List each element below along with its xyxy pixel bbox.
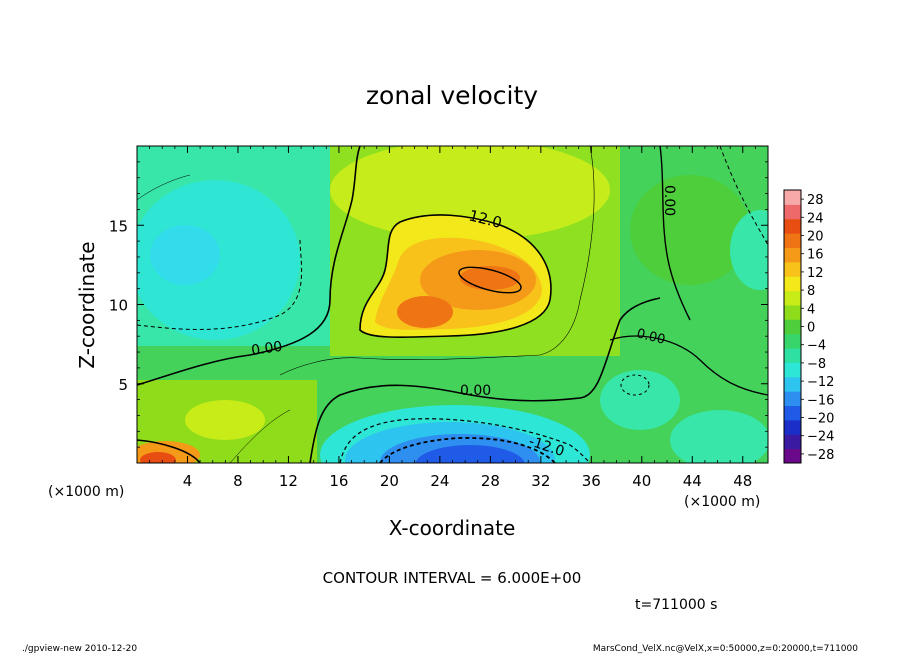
colorbar-label: −24 [807, 430, 834, 445]
x-tick-label: 28 [481, 472, 500, 490]
colorbar-segment [784, 419, 801, 435]
colorbar-segment [784, 276, 801, 292]
x-tick-label: 8 [233, 472, 243, 490]
contour-label: 0.00 [661, 185, 677, 216]
x-tick-label: 12 [279, 472, 298, 490]
y-tick-label: 10 [109, 297, 128, 315]
y-axis: 5 10 15 [109, 161, 768, 448]
colorbar-label: −8 [807, 357, 826, 372]
contour-interval: CONTOUR INTERVAL = 6.000E+00 [323, 569, 582, 587]
colorbar-segment [784, 304, 801, 320]
colorbar: 28 24 20 16 12 8 4 0 −4 −8 −12 −16 −20 −24 −28 [783, 189, 834, 464]
colorbar-segment [784, 247, 801, 263]
colorbar-segment [784, 233, 801, 248]
y-unit-label: (×1000 m) [48, 484, 124, 500]
colorbar-label: 20 [807, 230, 824, 245]
colorbar-segment [784, 190, 801, 205]
x-tick-label: 44 [683, 472, 702, 490]
colorbar-label: 12 [807, 266, 824, 281]
x-tick-label: 16 [329, 472, 348, 490]
colorbar-segment [784, 290, 801, 306]
colorbar-segment [784, 362, 801, 378]
colorbar-label: −4 [807, 339, 826, 354]
colorbar-label: 4 [807, 302, 815, 317]
colorbar-segment [784, 391, 801, 407]
y-tick-label: 15 [109, 217, 128, 235]
colorbar-label: −20 [807, 412, 834, 427]
footer-right: MarsCond_VelX.nc@VelX,x=0:50000,z=0:2000… [593, 644, 858, 654]
colorbar-label: −12 [807, 375, 834, 390]
footer-left: ./gpview-new 2010-12-20 [22, 644, 137, 654]
chart-title: zonal velocity [366, 81, 538, 110]
colorbar-label: 16 [807, 248, 824, 263]
x-unit-label: (×1000 m) [684, 494, 760, 510]
y-axis-label: Z-coordinate [75, 241, 99, 368]
colorbar-segment [784, 348, 801, 363]
colorbar-segment [784, 319, 801, 335]
x-tick-label: 20 [380, 472, 399, 490]
colorbar-segment [784, 204, 801, 220]
contour-label: 0.00 [460, 383, 491, 399]
colorbar-label: −16 [807, 393, 834, 408]
colorbar-label: −28 [807, 448, 834, 463]
colorbar-label: 0 [807, 321, 815, 336]
colorbar-segment [784, 448, 801, 464]
colorbar-segment [784, 434, 801, 450]
x-tick-label: 4 [183, 472, 193, 490]
x-tick-label: 40 [632, 472, 651, 490]
x-tick-label: 32 [531, 472, 550, 490]
colorbar-segment [784, 376, 801, 392]
heatmap-field [137, 146, 768, 463]
x-tick-label: 48 [733, 472, 752, 490]
colorbar-label: 28 [807, 193, 824, 208]
colorbar-segment [784, 218, 801, 234]
colorbar-label: 8 [807, 284, 815, 299]
x-tick-label: 24 [430, 472, 449, 490]
contour-label: 0.00 [635, 326, 667, 348]
plot-area: 12.0 0.00 0.00 0.00 -12.0 0.00 4 8 12 16 20 2… [109, 145, 769, 490]
x-tick-label: 36 [582, 472, 601, 490]
colorbar-segment [784, 261, 801, 277]
x-axis-label: X-coordinate [389, 516, 516, 540]
colorbar-label: 24 [807, 211, 824, 226]
contour-label: 0.00 [250, 339, 283, 359]
time-label: t=711000 s [635, 597, 717, 613]
x-axis: 4 8 12 16 20 24 28 32 36 40 44 48 [149, 146, 756, 490]
colorbar-segment [784, 405, 801, 421]
y-tick-label: 5 [118, 376, 128, 394]
colorbar-segment [784, 333, 801, 349]
